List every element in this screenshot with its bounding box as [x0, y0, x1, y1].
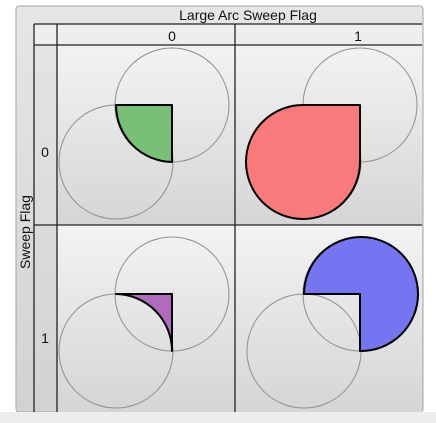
arc-shape-purple [115, 293, 173, 352]
cell-r1-c1 [246, 236, 419, 409]
top-title: Large Arc Sweep Flag [179, 7, 317, 23]
column-label-0: 0 [168, 28, 176, 44]
row-label-1: 1 [41, 330, 49, 346]
cell-r1-c0 [58, 236, 230, 409]
cell-r0-c1 [245, 47, 418, 220]
side-title: Sweep Flag [17, 195, 33, 269]
grid-lines [33, 23, 422, 412]
arc-shape-green [115, 104, 173, 163]
column-header-bg [34, 24, 422, 45]
arc-shape-red [245, 103, 361, 220]
cell-bg-r1-c0 [57, 225, 235, 412]
row-label-0: 0 [41, 144, 49, 160]
column-label-1: 1 [354, 28, 362, 44]
cell-r0-c0 [58, 47, 230, 220]
bottom-strip [0, 412, 436, 423]
arc-shape-blue [303, 236, 419, 353]
